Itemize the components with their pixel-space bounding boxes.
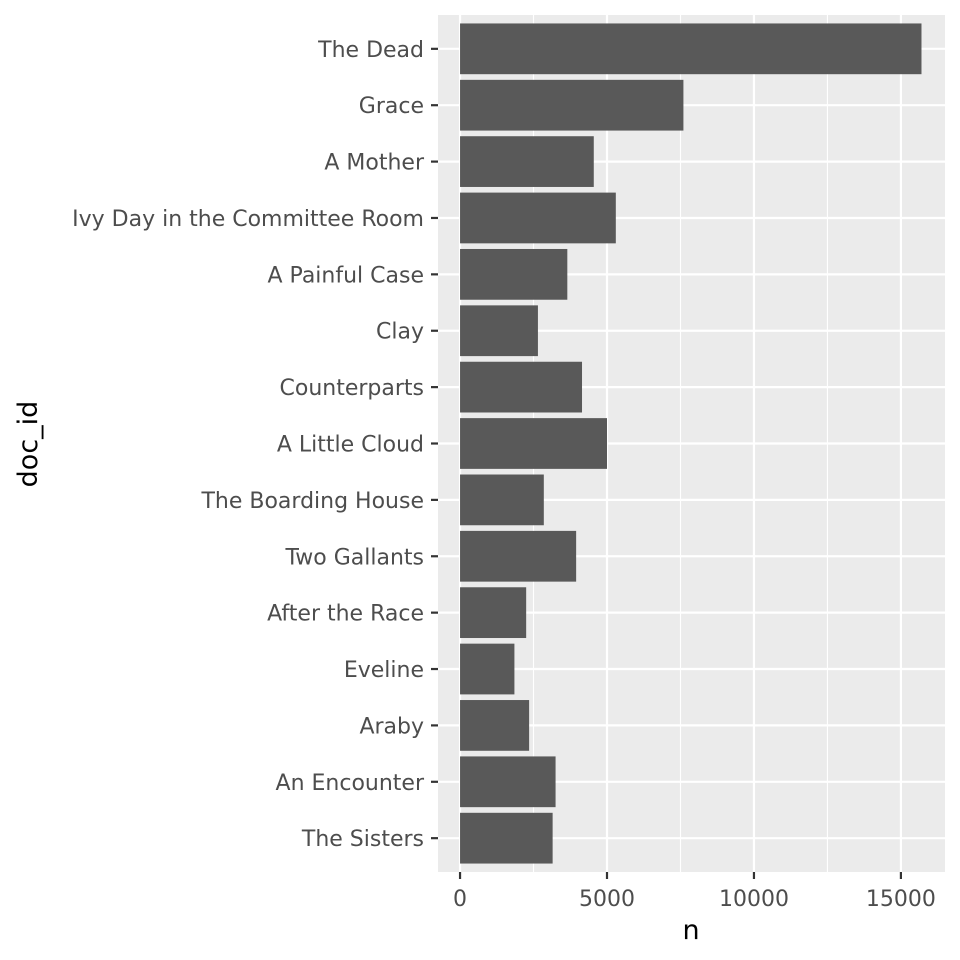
y-tick-label: A Painful Case: [268, 263, 425, 288]
y-tick-label: The Boarding House: [200, 489, 424, 514]
bar: [460, 418, 607, 469]
y-tick-label: The Sisters: [301, 827, 424, 852]
x-axis-title: n: [682, 915, 699, 946]
bar: [460, 136, 594, 187]
y-tick-label: After the Race: [267, 602, 424, 627]
bars: [460, 23, 922, 864]
y-tick-label: Ivy Day in the Committee Room: [72, 207, 424, 232]
bar: [460, 643, 515, 695]
y-tick-label: A Mother: [324, 151, 425, 176]
bar: [460, 474, 544, 526]
bar: [460, 812, 553, 864]
y-tick-label: Grace: [359, 94, 424, 119]
bar: [460, 192, 616, 244]
y-tick-label: Two Gallants: [284, 545, 424, 570]
bar: [460, 530, 577, 582]
x-tick-label: 0: [453, 887, 467, 912]
bar: [460, 587, 527, 639]
bar: [460, 700, 530, 751]
y-tick-label: The Dead: [317, 38, 424, 63]
x-tick-label: 15000: [866, 887, 936, 912]
x-axis: 0 5000 10000 15000: [453, 872, 936, 912]
x-tick-label: 10000: [719, 887, 789, 912]
bar: [460, 756, 556, 808]
bar: [460, 23, 922, 75]
y-axis-title: doc_id: [13, 401, 44, 488]
bar: [460, 305, 538, 357]
y-tick-label: Araby: [359, 714, 424, 739]
y-tick-label: Counterparts: [280, 376, 425, 401]
bar: [460, 248, 568, 300]
y-tick-label: Clay: [376, 320, 424, 345]
y-axis: The Dead Grace A Mother Ivy Day in the Comm…: [72, 38, 438, 852]
x-tick-label: 5000: [579, 887, 635, 912]
y-tick-label: An Encounter: [276, 771, 425, 796]
y-tick-label: Eveline: [344, 658, 424, 683]
bar: [460, 79, 684, 131]
y-tick-label: A Little Cloud: [277, 433, 424, 458]
bar: [460, 361, 583, 413]
